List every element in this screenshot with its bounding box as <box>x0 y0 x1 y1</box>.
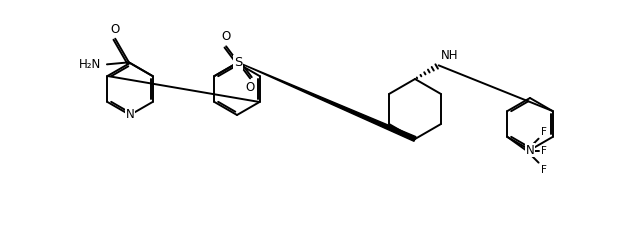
Text: O: O <box>221 30 231 43</box>
Text: NH: NH <box>441 49 458 62</box>
Text: N: N <box>126 109 135 122</box>
Text: N: N <box>526 143 534 156</box>
Text: F: F <box>541 146 546 156</box>
Text: F: F <box>541 165 546 175</box>
Text: F: F <box>541 127 546 137</box>
Polygon shape <box>238 62 416 141</box>
Text: H₂N: H₂N <box>79 58 101 71</box>
Text: O: O <box>246 81 255 94</box>
Text: S: S <box>234 56 242 69</box>
Text: O: O <box>110 23 120 36</box>
